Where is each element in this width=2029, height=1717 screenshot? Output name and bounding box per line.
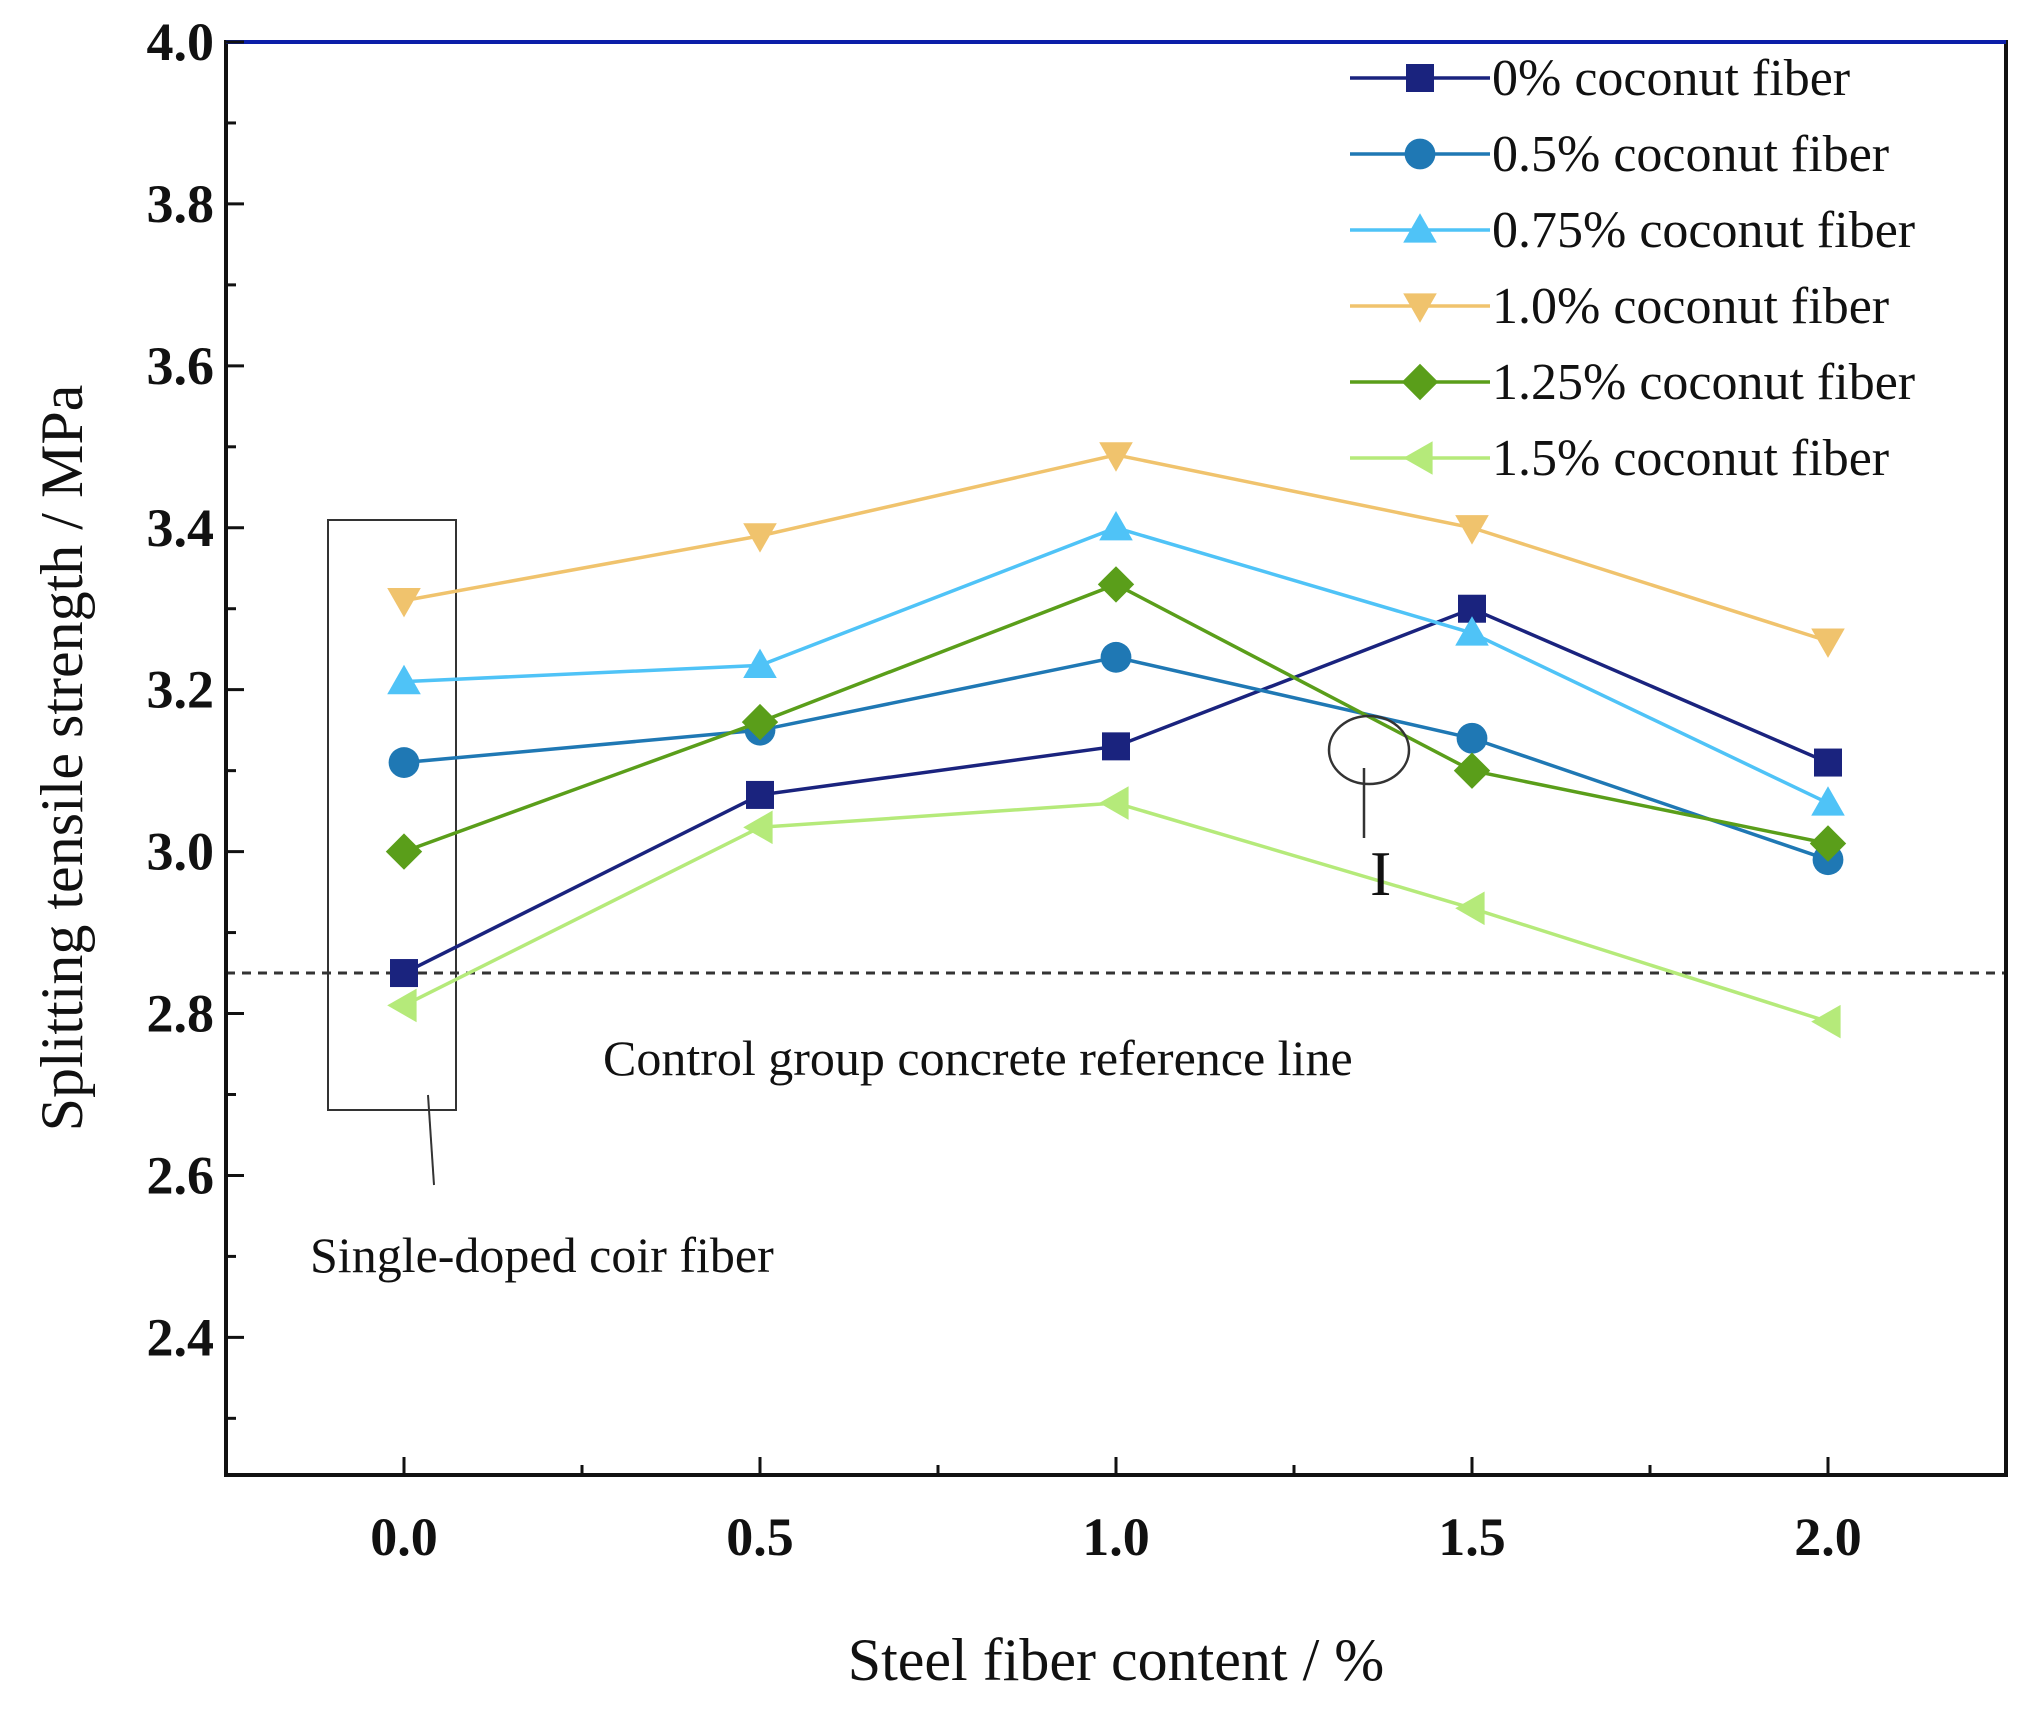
x-axis-title: Steel fiber content / % — [848, 1627, 1384, 1693]
legend-marker — [1401, 363, 1439, 401]
data-point — [387, 988, 417, 1023]
data-point — [1455, 891, 1485, 926]
single-doped-leader — [427, 1094, 435, 1186]
axes: 0.0 0.5 1.0 1.5 2.0 2.4 2.6 2.8 3.0 3.2 3.4 3.6 3.8… — [147, 12, 2008, 1567]
data-point — [387, 588, 421, 618]
data-point — [1100, 641, 1132, 673]
legend-label: 1.25% coconut fiber — [1492, 354, 1915, 411]
y-tick-label: 3.0 — [147, 822, 215, 882]
legend-marker — [1403, 293, 1437, 323]
legend-label: 1.5% coconut fiber — [1492, 430, 1889, 487]
y-tick-label: 3.2 — [147, 660, 215, 720]
legend-label: 1.0% coconut fiber — [1492, 278, 1889, 335]
data-point — [390, 959, 418, 988]
intersection-label: I — [1370, 838, 1391, 909]
y-tick-label: 2.6 — [147, 1145, 215, 1205]
y-tick-label: 3.4 — [147, 498, 215, 558]
data-point — [385, 833, 423, 870]
legend-item: 1.0% coconut fiber — [1350, 278, 1889, 335]
data-point — [1099, 510, 1133, 541]
y-tick-label: 3.8 — [147, 174, 215, 234]
legend-label: 0.75% coconut fiber — [1492, 202, 1915, 259]
data-point — [1811, 628, 1845, 658]
legend-label: 0.5% coconut fiber — [1492, 126, 1889, 183]
data-point — [1811, 786, 1845, 816]
y-ticks: 2.4 2.6 2.8 3.0 3.2 3.4 3.6 3.8 4.0 — [147, 12, 244, 1420]
single-doped-label: Single-doped coir fiber — [310, 1227, 774, 1283]
y-tick-label: 2.4 — [147, 1307, 215, 1367]
data-point — [387, 664, 421, 695]
data-point — [1102, 732, 1130, 761]
data-point — [1099, 786, 1129, 820]
x-tick-label: 2.0 — [1794, 1507, 1862, 1567]
series-5 — [387, 786, 1841, 1039]
data-point — [1456, 722, 1488, 754]
x-tick-label: 1.0 — [1082, 1507, 1150, 1567]
data-point — [743, 523, 777, 553]
data-point — [1455, 515, 1489, 545]
data-point — [1097, 566, 1135, 603]
reference-line-label: Control group concrete reference line — [603, 1030, 1353, 1086]
y-axis-title: Splitting tensile strength / MPa — [29, 385, 95, 1132]
legend-label: 0% coconut fiber — [1492, 50, 1850, 107]
data-point — [743, 810, 773, 845]
data-point — [1814, 748, 1842, 777]
legend-marker — [1403, 213, 1437, 243]
x-ticks: 0.0 0.5 1.0 1.5 2.0 — [370, 1457, 1862, 1567]
y-tick-label: 3.6 — [147, 336, 215, 396]
series-2 — [387, 510, 1845, 816]
data-point — [1809, 825, 1847, 862]
legend-marker — [1404, 138, 1436, 170]
x-tick-label: 0.0 — [370, 1507, 438, 1567]
y-tick-label: 4.0 — [147, 12, 215, 72]
data-point — [1099, 442, 1133, 472]
data-point — [741, 703, 779, 741]
x-tick-label: 1.5 — [1438, 1507, 1506, 1567]
legend-item: 1.5% coconut fiber — [1350, 430, 1889, 487]
legend-marker — [1406, 64, 1434, 92]
intersection-circle — [1327, 714, 1411, 786]
legend: 0% coconut fiber 0.5% coconut fiber 0.75% … — [1350, 50, 1915, 487]
data-point — [388, 747, 420, 778]
series-4 — [385, 566, 1847, 870]
data-point — [743, 648, 777, 678]
data-point — [1811, 1004, 1841, 1039]
legend-item: 1.25% coconut fiber — [1350, 354, 1915, 411]
series-3 — [387, 442, 1845, 658]
legend-item: 0.75% coconut fiber — [1350, 202, 1915, 259]
series-layer — [385, 442, 1847, 1039]
y-tick-label: 2.8 — [147, 984, 215, 1044]
legend-marker — [1403, 441, 1433, 475]
legend-item: 0.5% coconut fiber — [1350, 126, 1889, 183]
data-point — [746, 780, 774, 809]
legend-item: 0% coconut fiber — [1350, 50, 1850, 107]
data-point — [1453, 752, 1491, 789]
single-doped-box — [327, 519, 457, 1111]
x-tick-label: 0.5 — [726, 1507, 794, 1567]
data-point — [1455, 616, 1489, 646]
